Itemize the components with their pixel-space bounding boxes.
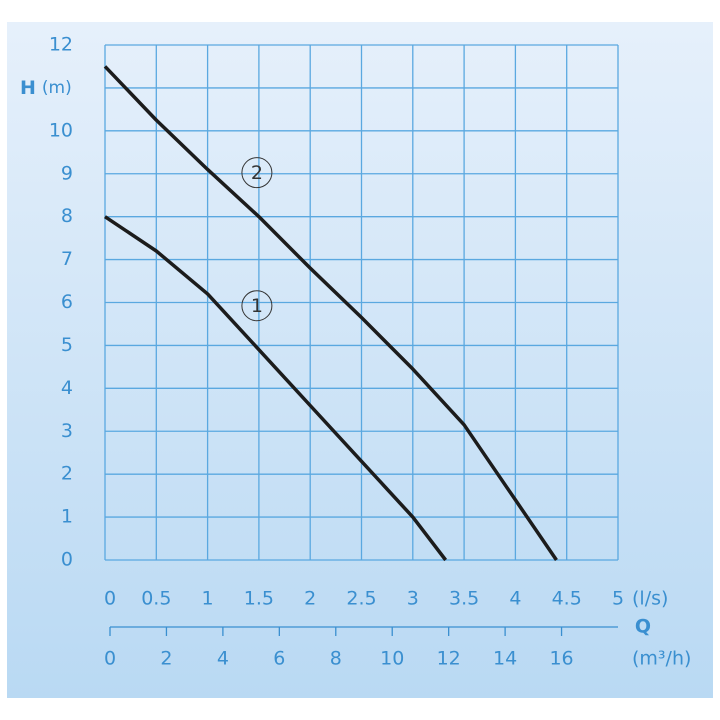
x2-tick-label: 10 <box>380 648 404 670</box>
y-tick-label: 6 <box>61 291 73 313</box>
x-tick-label: 0 <box>104 588 116 610</box>
x2-tick-label: 16 <box>549 648 573 670</box>
x-unit: (l/s) <box>632 588 668 610</box>
y-unit: (m) <box>42 78 72 98</box>
curve-label: 2 <box>251 162 263 184</box>
y-tick-label: 12 <box>49 34 73 56</box>
curve <box>103 65 558 561</box>
y-tick-label: 7 <box>61 248 73 270</box>
x-tick-label: 0.5 <box>141 588 171 610</box>
x-tick-label: 2.5 <box>346 588 376 610</box>
y-tick-label: 4 <box>61 377 73 399</box>
y-label: H <box>20 76 36 98</box>
curve-marker <box>241 290 273 322</box>
x2-tick-label: 14 <box>493 648 517 670</box>
x2-tick-label: 2 <box>160 648 172 670</box>
y-tick-label: 9 <box>61 162 73 184</box>
x2-tick-label: 8 <box>330 648 342 670</box>
x-tick-label: 1 <box>202 588 214 610</box>
y-tick-label: 3 <box>61 420 73 442</box>
y-tick-label: 0 <box>61 549 73 571</box>
x-tick-label: 4 <box>509 588 521 610</box>
x-tick-label: 3 <box>407 588 419 610</box>
y-tick-label: 5 <box>61 334 73 356</box>
curve <box>104 215 448 562</box>
x2-unit: (m³/h) <box>632 648 691 670</box>
x2-tick-label: 0 <box>104 648 116 670</box>
x-tick-label: 2 <box>304 588 316 610</box>
y-tick-label: 10 <box>49 119 73 141</box>
curve-label: 1 <box>251 295 263 317</box>
y-tick-label: 1 <box>61 506 73 528</box>
curve-marker <box>241 157 273 189</box>
panel <box>7 22 713 698</box>
x-tick-label: 5 <box>612 588 624 610</box>
x-tick-label: 3.5 <box>449 588 479 610</box>
y-axis-label: H (m) <box>20 76 72 98</box>
x2-tick-label: 12 <box>437 648 461 670</box>
x-tick-label: 4.5 <box>552 588 582 610</box>
x-axis-label: Q <box>635 616 651 638</box>
y-tick-label: 2 <box>61 463 73 485</box>
y-tick-label: 8 <box>61 205 73 227</box>
x2-tick-label: 4 <box>217 648 229 670</box>
x-tick-label: 1.5 <box>244 588 274 610</box>
x2-tick-label: 6 <box>273 648 285 670</box>
